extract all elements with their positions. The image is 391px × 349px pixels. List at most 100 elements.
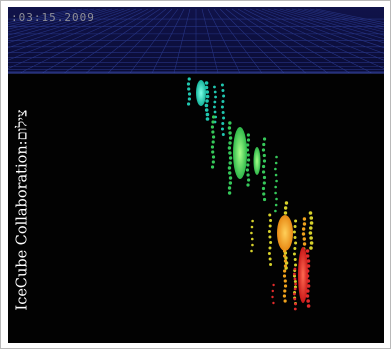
grid-line [8, 8, 77, 23]
dom-hit [269, 263, 273, 266]
dom-hit [293, 292, 296, 296]
dom-hit [268, 235, 272, 239]
dom-hit [306, 264, 311, 268]
dom-hit [227, 166, 232, 170]
dom-hit [293, 258, 297, 261]
dom-hit [211, 130, 215, 134]
dom-hit [293, 280, 297, 283]
dom-hit [283, 264, 288, 268]
dom-hit [283, 206, 288, 210]
dom-hit [246, 138, 251, 142]
grid-line [315, 8, 384, 23]
dom-hit [302, 242, 307, 246]
dom-hit [262, 192, 266, 196]
dom-hit [228, 156, 233, 160]
dom-hit [221, 111, 225, 114]
dom-hit [211, 160, 215, 164]
dom-hit [302, 222, 307, 226]
dom-hit [275, 197, 278, 201]
grid-line [309, 8, 384, 25]
dom-hit [221, 133, 225, 136]
dom-hit [228, 121, 232, 125]
dom-hit [210, 165, 215, 169]
dom-hit [302, 237, 306, 241]
dom-hit [283, 211, 288, 215]
dom-hit [274, 191, 277, 195]
dom-hit [246, 143, 250, 147]
dom-hit [187, 97, 191, 101]
dom-hit [227, 126, 232, 130]
dom-hit [283, 259, 288, 263]
dom-hit [306, 259, 311, 263]
dom-hit [305, 254, 310, 258]
dom-hit [283, 299, 287, 303]
dom-hit [292, 230, 296, 234]
grid-line [85, 8, 167, 74]
dom-hit [305, 294, 310, 298]
dom-hit [302, 217, 307, 221]
dom-hit [282, 274, 287, 278]
dom-hit [250, 231, 253, 235]
grid-line [8, 8, 125, 48]
dom-hit [293, 225, 297, 228]
dom-hit [274, 185, 277, 189]
dom-hit [293, 267, 297, 271]
dom-hit [293, 287, 297, 291]
dom-hit [293, 307, 297, 311]
dom-hit [228, 141, 232, 145]
dom-hit [283, 254, 287, 258]
dom-hit [309, 236, 313, 240]
grid-line [225, 8, 307, 74]
dom-hit [272, 301, 275, 305]
dom-hit [274, 209, 277, 213]
dom-hit [213, 110, 217, 114]
dom-hit [308, 211, 313, 215]
dom-hit [309, 216, 314, 220]
dom-hit [246, 153, 250, 157]
dom-hit [251, 219, 254, 223]
dom-hit [261, 170, 266, 174]
dom-hit [306, 284, 311, 288]
dom-hit [222, 94, 226, 98]
dom-hit [306, 279, 311, 283]
dom-hit [211, 140, 215, 144]
dom-hit [211, 155, 216, 159]
dom-hit [275, 179, 278, 183]
dom-hit [220, 83, 224, 87]
grid-line [231, 8, 329, 74]
grid-line [173, 8, 191, 74]
dom-hit [294, 302, 297, 306]
dom-hit [204, 103, 209, 108]
dom-hit [187, 77, 191, 81]
dom-hit [294, 241, 298, 245]
dom-hit [245, 168, 250, 172]
dom-hit [228, 161, 232, 165]
dom-hit [251, 243, 254, 247]
grid-line [129, 8, 179, 74]
dom-hit [271, 295, 274, 299]
dom-hit [213, 85, 216, 89]
dom-hit [262, 142, 266, 147]
dom-hit [274, 161, 278, 165]
dom-hit [282, 249, 287, 253]
dom-hit [187, 87, 191, 91]
dom-hit [283, 289, 287, 293]
grid-line [41, 8, 155, 74]
grid-line [8, 8, 89, 28]
dom-hit [210, 125, 215, 129]
dom-hit [211, 150, 215, 154]
dom-hit [274, 173, 278, 177]
grid-line [8, 8, 119, 44]
dom-hit [205, 94, 210, 99]
dom-hit [262, 181, 266, 185]
dom-hit [205, 112, 210, 117]
dom-large-hit [233, 127, 247, 179]
grid-line [8, 8, 137, 61]
dom-hit [306, 299, 310, 303]
photo-credit-area: IceCube Collaboration: צילום [11, 79, 35, 341]
surface-grid [8, 8, 384, 74]
dom-hit [228, 136, 233, 140]
grid-line [219, 8, 285, 74]
grid-line [213, 8, 263, 74]
